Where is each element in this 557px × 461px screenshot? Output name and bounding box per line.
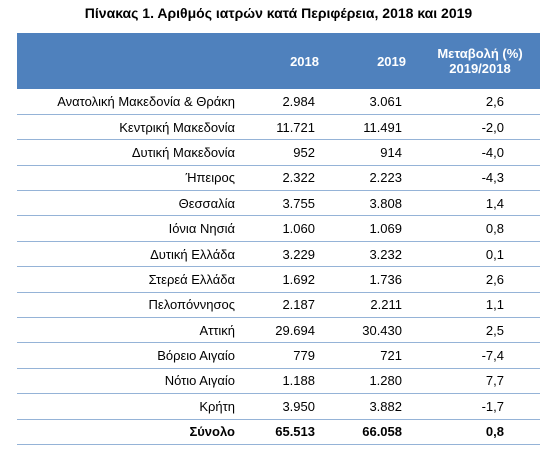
value-cell: 2.211	[333, 292, 420, 319]
region-cell: Θεσσαλία	[17, 190, 243, 217]
table-body: Ανατολική Μακεδονία & Θράκη 2.984 3.061 2,6…	[17, 89, 540, 445]
header-cell: Μεταβολή (%) 2019/2018	[420, 33, 540, 89]
value-cell: 914	[333, 139, 420, 166]
table-title: Πίνακας 1. Αριθμός ιατρών κατά Περιφέρει…	[84, 5, 473, 21]
value-cell: 2.223	[333, 165, 420, 192]
region-cell: Νότιο Αιγαίο	[17, 368, 243, 395]
value-cell: 1.280	[333, 368, 420, 395]
table-row: Θεσσαλία 3.755 3.808 1,4	[17, 190, 540, 217]
region-cell: Δυτική Ελλάδα	[17, 241, 243, 268]
value-cell: 66.058	[333, 419, 420, 445]
value-cell: 2.322	[243, 165, 333, 192]
value-cell: 2,6	[420, 89, 540, 115]
region-cell: Κρήτη	[17, 393, 243, 420]
value-cell: 3.061	[333, 89, 420, 115]
value-cell: 1.692	[243, 266, 333, 293]
value-cell: 7,7	[420, 368, 540, 395]
value-cell: 0,8	[420, 215, 540, 242]
value-cell: 721	[333, 342, 420, 369]
value-cell: 11.491	[333, 114, 420, 141]
region-cell: Σύνολο	[17, 419, 243, 445]
value-cell: 3.229	[243, 241, 333, 268]
value-cell: 3.808	[333, 190, 420, 217]
region-cell: Βόρειο Αιγαίο	[17, 342, 243, 369]
header-line: Μεταβολή (%)	[437, 46, 523, 61]
value-cell: 2.187	[243, 292, 333, 319]
value-cell: 2.984	[243, 89, 333, 115]
region-cell: Ανατολική Μακεδονία & Θράκη	[17, 89, 243, 115]
table-row: Δυτική Μακεδονία 952 914 -4,0	[17, 139, 540, 166]
table-row: Δυτική Ελλάδα 3.229 3.232 0,1	[17, 241, 540, 268]
header-cell: 2019	[333, 33, 420, 89]
table-row: Ιόνια Νησιά 1.060 1.069 0,8	[17, 215, 540, 242]
table-row: Βόρειο Αιγαίο 779 721 -7,4	[17, 342, 540, 369]
value-cell: 1.736	[333, 266, 420, 293]
value-cell: 1.060	[243, 215, 333, 242]
value-cell: 11.721	[243, 114, 333, 141]
value-cell: 0,8	[420, 419, 540, 445]
value-cell: 1,4	[420, 190, 540, 217]
value-cell: 779	[243, 342, 333, 369]
region-cell: Κεντρική Μακεδονία	[17, 114, 243, 141]
value-cell: 952	[243, 139, 333, 166]
value-cell: 30.430	[333, 317, 420, 344]
value-cell: -4,0	[420, 139, 540, 166]
value-cell: -2,0	[420, 114, 540, 141]
value-cell: 3.755	[243, 190, 333, 217]
table-row: Στερεά Ελλάδα 1.692 1.736 2,6	[17, 266, 540, 293]
value-cell: -1,7	[420, 393, 540, 420]
value-cell: -7,4	[420, 342, 540, 369]
table-row: Κρήτη 3.950 3.882 -1,7	[17, 393, 540, 420]
value-cell: 65.513	[243, 419, 333, 445]
table-row: Αττική 29.694 30.430 2,5	[17, 317, 540, 344]
table-row: Ανατολική Μακεδονία & Θράκη 2.984 3.061 2,6	[17, 89, 540, 115]
data-table: 2018 2019 Μεταβολή (%) 2019/2018 Ανατολικ…	[17, 33, 540, 445]
value-cell: 2,6	[420, 266, 540, 293]
value-cell: 3.232	[333, 241, 420, 268]
table-row: Σύνολο 65.513 66.058 0,8	[17, 419, 540, 445]
value-cell: 1,1	[420, 292, 540, 319]
header-line: 2019/2018	[449, 61, 511, 76]
value-cell: 2,5	[420, 317, 540, 344]
region-cell: Στερεά Ελλάδα	[17, 266, 243, 293]
table-row: Κεντρική Μακεδονία 11.721 11.491 -2,0	[17, 114, 540, 141]
value-cell: 3.950	[243, 393, 333, 420]
value-cell: -4,3	[420, 165, 540, 192]
value-cell: 1.188	[243, 368, 333, 395]
table-row: Πελοπόννησος 2.187 2.211 1,1	[17, 292, 540, 319]
region-cell: Αττική	[17, 317, 243, 344]
table-row: Ήπειρος 2.322 2.223 -4,3	[17, 165, 540, 192]
value-cell: 0,1	[420, 241, 540, 268]
value-cell: 29.694	[243, 317, 333, 344]
header-cell	[17, 33, 243, 89]
table-header: 2018 2019 Μεταβολή (%) 2019/2018	[17, 33, 540, 89]
header-cell: 2018	[243, 33, 333, 89]
table-row: Νότιο Αιγαίο 1.188 1.280 7,7	[17, 368, 540, 395]
region-cell: Δυτική Μακεδονία	[17, 139, 243, 166]
region-cell: Ήπειρος	[17, 165, 243, 192]
region-cell: Ιόνια Νησιά	[17, 215, 243, 242]
value-cell: 3.882	[333, 393, 420, 420]
region-cell: Πελοπόννησος	[17, 292, 243, 319]
value-cell: 1.069	[333, 215, 420, 242]
